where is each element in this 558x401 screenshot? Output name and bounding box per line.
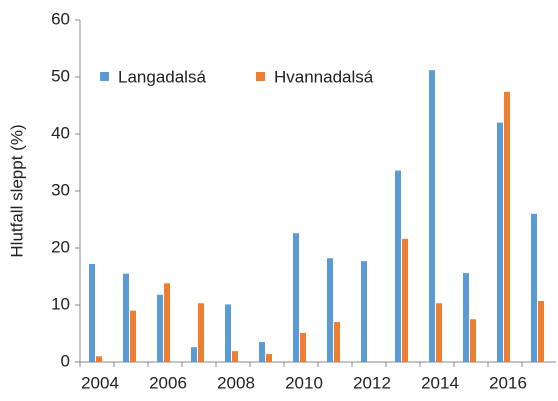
x-tick-label: 2008 (217, 373, 255, 392)
y-tick-label: 20 (51, 237, 70, 256)
bar (470, 319, 476, 362)
bar (327, 258, 333, 362)
bar (429, 70, 435, 362)
bar (497, 122, 503, 362)
bar (266, 354, 272, 362)
legend-label: Langadalsá (118, 67, 206, 86)
y-tick-label: 0 (61, 351, 70, 370)
bar (463, 273, 469, 362)
y-tick-label: 30 (51, 180, 70, 199)
x-tick-label: 2010 (285, 373, 323, 392)
bar (334, 322, 340, 362)
bar (538, 301, 544, 362)
bar (89, 263, 95, 362)
bar (191, 347, 197, 362)
bar (293, 233, 299, 362)
bar (436, 303, 442, 362)
y-tick-label: 40 (51, 123, 70, 142)
legend-label: Hvannadalsá (274, 67, 374, 86)
y-tick-label: 60 (51, 9, 70, 28)
bar (232, 351, 238, 362)
x-tick-label: 2014 (421, 373, 459, 392)
bar (157, 294, 163, 362)
x-tick-label: 2004 (81, 373, 119, 392)
y-tick-label: 50 (51, 66, 70, 85)
bar (361, 261, 367, 362)
bar (96, 356, 102, 362)
bar (225, 304, 231, 362)
x-tick-label: 2006 (149, 373, 187, 392)
y-axis-label: Hlutfall sleppt (%) (7, 124, 26, 257)
bar (300, 332, 306, 362)
x-tick-label: 2012 (353, 373, 391, 392)
bar (504, 91, 510, 362)
bar (395, 170, 401, 362)
legend-swatch (256, 72, 265, 81)
bar (164, 283, 170, 362)
bar (402, 238, 408, 362)
x-tick-label: 2016 (489, 373, 527, 392)
legend-swatch (100, 72, 109, 81)
bar (130, 310, 136, 362)
bar (259, 342, 265, 362)
bar (123, 273, 129, 362)
bar (531, 213, 537, 362)
bar (198, 303, 204, 362)
y-tick-label: 10 (51, 294, 70, 313)
